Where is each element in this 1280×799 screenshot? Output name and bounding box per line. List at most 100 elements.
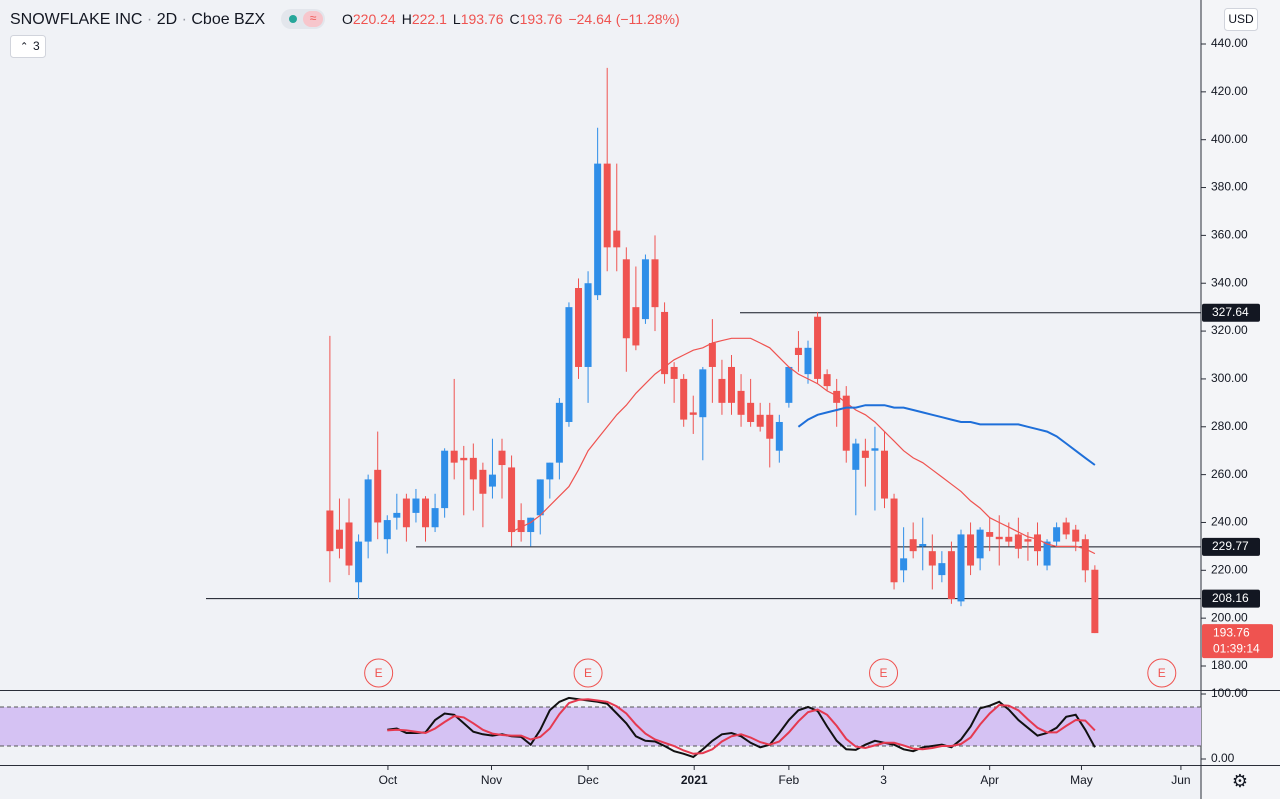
candle-body bbox=[517, 520, 525, 533]
x-tick-label: 2021 bbox=[681, 773, 708, 787]
settings-icon[interactable]: ⚙ bbox=[1232, 771, 1248, 791]
plot: 180.00 200.00 220.00 240.00 260.00 280.00 300.… bbox=[0, 36, 1273, 787]
x-tick-label: Oct bbox=[379, 773, 398, 787]
earnings-label: E bbox=[584, 666, 592, 680]
candle-body bbox=[641, 259, 649, 320]
candle-body bbox=[1091, 569, 1099, 634]
last-price-bg bbox=[1202, 624, 1273, 659]
candle-body bbox=[1081, 539, 1089, 571]
candle-body bbox=[402, 498, 410, 528]
x-tick-label: Apr bbox=[980, 773, 999, 787]
last-price: 193.76 bbox=[1213, 625, 1250, 639]
candle-body bbox=[890, 498, 898, 583]
candle-body bbox=[1043, 541, 1051, 566]
candle-body bbox=[450, 450, 458, 463]
candle-body bbox=[680, 378, 688, 420]
y-tick-label: 420.00 bbox=[1211, 84, 1248, 98]
candle-body bbox=[928, 551, 936, 566]
y-tick-label: 400.00 bbox=[1211, 132, 1248, 146]
candle-body bbox=[986, 532, 994, 537]
oscillator-line bbox=[387, 698, 1096, 755]
y-tick-label: 280.00 bbox=[1211, 419, 1248, 433]
candle-body bbox=[355, 541, 363, 583]
y-tick-label: 220.00 bbox=[1211, 562, 1248, 576]
candle-body bbox=[852, 443, 860, 470]
level-label: 229.77 bbox=[1212, 539, 1249, 553]
level-label-bg bbox=[1202, 589, 1260, 608]
candle-body bbox=[947, 551, 955, 600]
y-tick-label: 200.00 bbox=[1211, 610, 1248, 624]
candle-body bbox=[575, 288, 583, 367]
x-tick-label: Feb bbox=[779, 773, 800, 787]
candle-body bbox=[527, 517, 535, 533]
status-dot bbox=[289, 15, 297, 23]
candle-body bbox=[383, 520, 391, 540]
candle-body bbox=[919, 543, 927, 547]
earnings-label: E bbox=[880, 666, 888, 680]
candle-body bbox=[938, 563, 946, 576]
earnings-marker bbox=[1147, 658, 1177, 688]
candle-body bbox=[1033, 534, 1041, 552]
candle-body bbox=[708, 343, 716, 367]
candle-body bbox=[622, 259, 630, 339]
candle-body bbox=[661, 311, 669, 375]
toggle-arrow: ⌃ bbox=[20, 42, 28, 53]
candle-body bbox=[326, 510, 334, 552]
earnings-label: E bbox=[375, 666, 383, 680]
delay-icon: ≈ bbox=[310, 11, 317, 25]
candle-body bbox=[794, 347, 802, 355]
candle-body bbox=[957, 534, 965, 602]
candle-body bbox=[460, 457, 468, 461]
y-tick-label: 100.00 bbox=[1211, 686, 1248, 700]
candle-body bbox=[613, 230, 621, 248]
candle-body bbox=[441, 450, 449, 509]
level-label-bg bbox=[1202, 537, 1260, 556]
y-tick-label: 0.00 bbox=[1211, 751, 1235, 765]
candle-body bbox=[431, 508, 439, 528]
x-tick-label: 3 bbox=[880, 773, 887, 787]
candle-body bbox=[651, 259, 659, 308]
oscillator-band bbox=[0, 707, 1201, 746]
level-label: 327.64 bbox=[1212, 305, 1249, 319]
candle-body bbox=[536, 479, 544, 516]
candle-body bbox=[689, 412, 697, 415]
candle-body bbox=[555, 402, 563, 463]
candle-body bbox=[814, 316, 822, 379]
candle-body bbox=[670, 366, 678, 379]
ohlc-legend: O220.24 H222.1 L193.76 C193.76 −24.64 (−11.28… bbox=[342, 11, 680, 27]
candle-body bbox=[1024, 539, 1032, 542]
candle-body bbox=[584, 283, 592, 367]
candle-body bbox=[479, 469, 487, 494]
x-tick-label: May bbox=[1070, 773, 1093, 787]
level-label: 208.16 bbox=[1212, 591, 1249, 605]
candle-body bbox=[422, 498, 430, 528]
candle-body bbox=[756, 414, 764, 427]
candle-body bbox=[632, 307, 640, 346]
earnings-marker bbox=[573, 658, 603, 688]
countdown: 01:39:14 bbox=[1213, 641, 1260, 655]
candle-body bbox=[871, 448, 879, 451]
candle-body bbox=[488, 474, 496, 487]
candle-body bbox=[909, 539, 917, 552]
currency-button[interactable] bbox=[1224, 8, 1258, 31]
x-tick-label: Dec bbox=[577, 773, 598, 787]
x-tick-label: Jun bbox=[1171, 773, 1190, 787]
candle-body bbox=[345, 522, 353, 566]
candle-body bbox=[967, 534, 975, 566]
candle-body bbox=[718, 378, 726, 403]
candle-body bbox=[498, 450, 506, 466]
indicator-toggle[interactable] bbox=[10, 35, 46, 58]
candle-body bbox=[804, 347, 812, 375]
candle-body bbox=[1072, 529, 1080, 542]
candle-body bbox=[842, 395, 850, 451]
candle-body bbox=[335, 529, 343, 549]
y-tick-label: 380.00 bbox=[1211, 180, 1248, 194]
candle-body bbox=[823, 374, 831, 387]
y-tick-label: 320.00 bbox=[1211, 323, 1248, 337]
currency: USD bbox=[1228, 12, 1254, 26]
symbol: SNOWFLAKE INC · 2D · Cboe BZX bbox=[10, 11, 266, 28]
candle-body bbox=[594, 163, 602, 296]
candle-body bbox=[469, 457, 477, 480]
indicator-count: 3 bbox=[33, 39, 40, 53]
